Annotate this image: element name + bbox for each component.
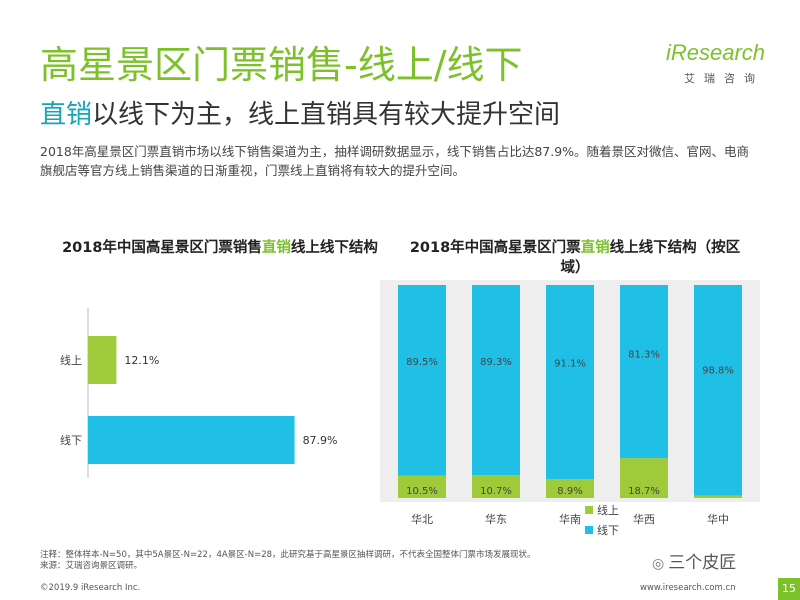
left-chart-title: 2018年中国高星景区门票销售直销线上线下结构 xyxy=(60,238,380,258)
left-bar-chart: 线上 12.1% 线下 87.9% xyxy=(60,308,338,478)
footnote-note: 注释：整体样本-N=50，其中5A景区-N=22，4A景区-N=28，此研究基于… xyxy=(40,550,536,560)
right-bar-线上-4 xyxy=(694,495,742,498)
right-category-label-3: 华西 xyxy=(633,512,655,526)
right-value-label-线下-3: 81.3% xyxy=(628,350,660,361)
right-value-label-线上-2: 8.9% xyxy=(557,486,582,497)
right-bar-线下-1 xyxy=(472,285,520,476)
logo-chinese: 艾瑞咨询 xyxy=(684,72,764,85)
footnote-source: 来源：艾瑞咨询景区调研。 xyxy=(40,561,143,571)
legend-swatch-线下 xyxy=(585,526,593,534)
page-number: 15 xyxy=(778,578,800,600)
right-value-label-线下-1: 89.3% xyxy=(480,357,512,368)
right-value-label-线下-0: 89.5% xyxy=(406,357,438,368)
right-chart-title-part1: 2018年中国高星景区门票 xyxy=(409,240,581,256)
logo-wordmark: iResearch xyxy=(666,40,766,65)
description-text: 2018年高星景区门票直销市场以线下销售渠道为主，抽样调研数据显示，线下销售占比… xyxy=(40,144,750,178)
website-text: www.iresearch.com.cn xyxy=(640,583,736,593)
right-chart-title: 2018年中国高星景区门票直销线上线下结构（按区域） xyxy=(400,238,750,278)
right-bar-线上-3 xyxy=(620,458,668,498)
left-value-label-0: 12.1% xyxy=(124,354,159,367)
right-category-label-2: 华南 xyxy=(559,512,581,526)
left-chart-title-part2: 线上线下结构 xyxy=(290,240,378,256)
legend-swatch-线上 xyxy=(585,506,593,514)
left-chart-title-part1: 2018年中国高星景区门票销售 xyxy=(62,240,262,256)
right-bar-线下-2 xyxy=(546,285,594,480)
right-bar-线下-4 xyxy=(694,285,742,496)
wechat-icon: ◎ xyxy=(652,556,665,572)
copyright-text: ©2019.9 iResearch Inc. xyxy=(40,583,141,593)
right-chart-title-highlight: 直销 xyxy=(580,240,610,256)
right-value-label-线上-3: 18.7% xyxy=(628,486,660,497)
right-value-label-线上-1: 10.7% xyxy=(480,486,512,497)
left-value-label-1: 87.9% xyxy=(303,434,338,447)
right-bar-线上-1 xyxy=(472,475,520,498)
right-bar-线下-0 xyxy=(398,285,446,476)
right-bar-线下-3 xyxy=(620,285,668,459)
left-category-label-1: 线下 xyxy=(60,433,82,447)
wechat-label: 三个皮匠 xyxy=(668,553,737,573)
right-value-label-线下-4: 98.8% xyxy=(702,365,734,376)
legend-label-线下: 线下 xyxy=(597,523,619,537)
left-bar-0 xyxy=(88,336,117,384)
footnote: 注释：整体样本-N=50，其中5A景区-N=22，4A景区-N=28，此研究基于… xyxy=(40,550,536,572)
right-category-label-0: 华北 xyxy=(411,512,433,526)
page-title: 高星景区门票销售-线上/线下 xyxy=(40,43,523,87)
page-subtitle: 直销以线下为主，线上直销具有较大提升空间 xyxy=(40,94,560,131)
left-category-label-0: 线上 xyxy=(60,353,82,367)
right-value-label-线下-2: 91.1% xyxy=(554,358,586,369)
left-chart-title-highlight: 直销 xyxy=(261,240,291,256)
right-chart-title-part2: 线上线下结构（按区域） xyxy=(560,240,741,276)
right-bar-线上-0 xyxy=(398,475,446,498)
subtitle-rest: 以线下为主，线上直销具有较大提升空间 xyxy=(92,100,561,130)
right-bar-线上-2 xyxy=(546,479,594,498)
right-stacked-bar-chart: 10.5% 89.5% 华北 10.7% 89.3% 华东 8.9% 91.1% 华南 18.7%… xyxy=(380,280,760,537)
right-category-label-4: 华中 xyxy=(707,512,729,526)
right-category-label-1: 华东 xyxy=(485,512,507,526)
left-bar-1 xyxy=(88,416,295,464)
wechat-watermark: ◎ 三个皮匠 xyxy=(652,548,736,573)
iresearch-logo: iResearch 艾瑞咨询 xyxy=(662,40,772,90)
subtitle-highlight: 直销 xyxy=(40,100,93,130)
right-value-label-线上-0: 10.5% xyxy=(406,486,438,497)
legend-label-线上: 线上 xyxy=(597,503,619,517)
